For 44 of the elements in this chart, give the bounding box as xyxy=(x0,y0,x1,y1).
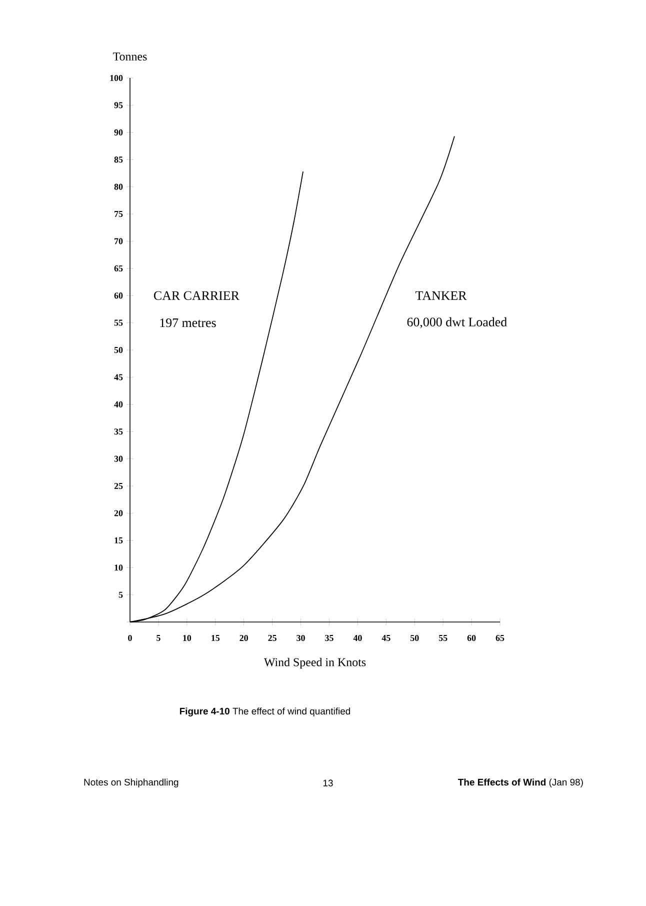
annotation: 197 metres xyxy=(160,318,216,328)
y-tick-label: 50 xyxy=(114,346,123,354)
x-tick-label: 55 xyxy=(438,634,448,641)
y-tick-label: 100 xyxy=(110,74,123,82)
y-tick-label: 30 xyxy=(114,456,123,462)
x-tick-label: 45 xyxy=(382,634,390,641)
y-tick-label: 5 xyxy=(118,592,123,598)
x-tick-label: 60 xyxy=(467,634,476,642)
x-tick-label: 30 xyxy=(296,634,305,642)
x-tick-label: 15 xyxy=(212,634,220,641)
y-tick-label: 95 xyxy=(114,102,123,108)
x-tick-label: 25 xyxy=(268,634,276,642)
annotation: 60,000 dwt Loaded xyxy=(407,317,507,328)
x-tick-label: 65 xyxy=(496,634,504,642)
y-tick-label: 55 xyxy=(114,320,123,326)
y-tick-label: 20 xyxy=(114,510,123,516)
text: The Effects of Wind (Jan 98) xyxy=(458,778,583,788)
y-tick-label: 75 xyxy=(114,211,123,217)
y-tick-label: 60 xyxy=(114,292,123,299)
y-tick-label: 35 xyxy=(114,428,123,435)
x-tick-label: 0 xyxy=(128,634,132,642)
x-tick-label: 10 xyxy=(183,634,192,642)
y-tick-label: 25 xyxy=(114,482,123,490)
series-label: TANKER xyxy=(416,291,467,300)
x-tick-label: 35 xyxy=(325,634,334,642)
x-tick-label: 40 xyxy=(353,634,362,642)
y-tick-label: 90 xyxy=(114,129,123,136)
y-tick-label: 65 xyxy=(114,265,123,272)
y-tick-label: 10 xyxy=(114,564,123,571)
text: Notes on Shiphandling xyxy=(84,778,178,788)
x-tick-label: 5 xyxy=(156,634,160,641)
x-tick-label: 50 xyxy=(410,634,419,642)
text: Figure 4-10 The effect of wind quantified xyxy=(180,708,350,716)
y-tick-label: 45 xyxy=(114,374,123,380)
text: CAR CARRIER xyxy=(154,291,240,300)
y-tick-label: 70 xyxy=(114,238,123,244)
y-axis-title: Tonnes xyxy=(113,52,147,61)
x-axis-title: Wind Speed in Knots xyxy=(264,658,366,669)
text: 13 xyxy=(323,780,333,786)
y-tick-label: 85 xyxy=(114,156,123,163)
x-tick-label: 20 xyxy=(240,634,248,642)
y-tick-label: 80 xyxy=(114,184,123,190)
y-tick-label: 15 xyxy=(114,537,123,544)
y-tick-label: 40 xyxy=(114,401,123,408)
